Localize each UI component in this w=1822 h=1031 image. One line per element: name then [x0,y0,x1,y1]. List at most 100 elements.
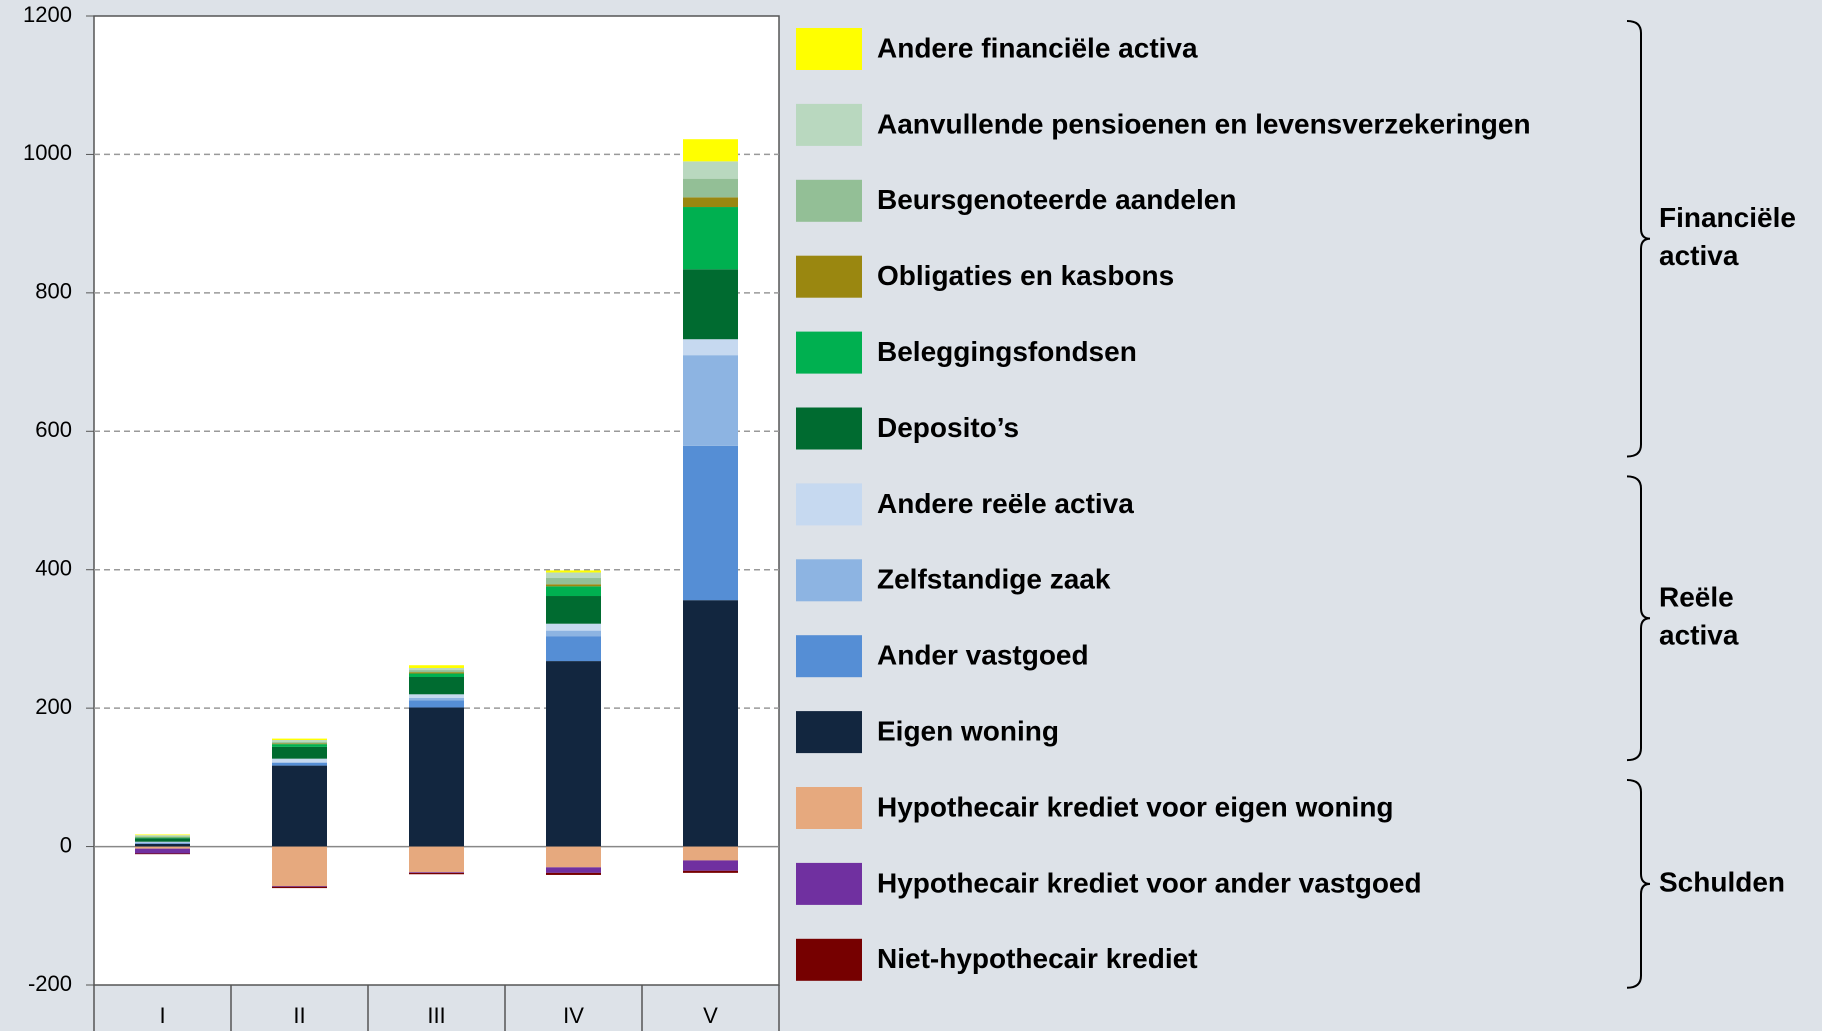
y-tick-label: 800 [35,279,72,304]
y-tick-label: 400 [35,556,72,581]
bar-segment [272,743,327,745]
bar-segment [546,570,601,573]
bar-segment [272,738,327,740]
bar-segment [546,572,601,579]
legend-swatch [796,331,862,374]
bar-segment [409,694,464,698]
legend-label: Beleggingsfondsen [877,336,1137,367]
legend-label: Aanvullende pensioenen en levensverzeker… [877,108,1531,139]
group-label: Schulden [1659,866,1785,897]
bar-segment [135,837,190,839]
bar-segment [683,445,738,601]
bar-segment [409,665,464,668]
bar-segment [272,765,327,847]
x-tick-label: III [427,1003,445,1028]
legend-label: Hypothecair krediet voor eigen woning [877,791,1394,822]
bar-segment [135,838,190,842]
bar-segment [272,742,327,744]
legend-swatch [796,103,862,146]
bar-segment [135,842,190,844]
legend-swatch [796,711,862,754]
bar-segment [135,843,190,847]
bar-segment [135,835,190,837]
y-tick-label: 600 [35,417,72,442]
bar-segment [135,846,190,849]
bar-segment [409,846,464,873]
bar-segment [546,584,601,587]
bar-segment [546,846,601,868]
bar-segment [409,872,464,875]
bar-segment [409,672,464,674]
bar-segment [683,269,738,340]
bar-segment [135,853,190,855]
bar-segment [272,739,327,743]
legend-swatch [796,862,862,905]
bar-segment [546,661,601,847]
bar-segment [546,586,601,597]
legend-swatch [796,179,862,222]
bar-segment [135,848,190,854]
legend-label: Beursgenoteerde aandelen [877,184,1236,215]
bar-segment [546,872,601,875]
legend-swatch [796,559,862,602]
bar-segment [409,707,464,847]
legend-swatch [796,28,862,70]
bar-segment [683,139,738,162]
bar-segment [409,872,464,873]
bar-segment [683,870,738,873]
bar-segment [272,746,327,759]
group-bracket [1626,779,1651,989]
x-tick-label: I [159,1003,165,1028]
group-bracket [1626,20,1651,458]
bar-segment [683,178,738,198]
group-label: activa [1659,620,1739,651]
y-tick-label: 200 [35,694,72,719]
legend-swatch [796,635,862,678]
legend-label: Hypothecair krediet voor ander vastgoed [877,867,1422,898]
bar-segment [272,886,327,889]
legend-label: Zelfstandige zaak [877,564,1111,595]
bar-segment [409,697,464,701]
bar-segment [546,636,601,662]
bar-segment [683,339,738,356]
bar-segment [683,197,738,208]
group-label: Reële [1659,582,1734,613]
bar-segment [135,834,190,836]
bar-segment [409,676,464,695]
bar-segment [409,670,464,673]
legend-label: Ander vastgoed [877,640,1089,671]
bar-segment [683,860,738,871]
legend-swatch [796,483,862,526]
legend-label: Deposito’s [877,412,1019,443]
group-bracket [1626,475,1651,762]
bar-segment [683,161,738,179]
y-tick-label: 1200 [23,2,72,27]
bar-segment [546,867,601,873]
bar-segment [546,578,601,585]
y-tick-label: 0 [60,832,72,857]
bar-segment [409,673,464,677]
x-tick-label: V [703,1003,718,1028]
legend-swatch [796,938,862,981]
bar-segment [683,207,738,270]
bar-segment [272,758,327,763]
bar-segment [546,596,601,624]
bar-segment [135,843,190,844]
legend-label: Andere financiële activa [877,32,1198,63]
x-tick-label: IV [563,1003,584,1028]
legend-label: Eigen woning [877,715,1059,746]
bar-segment [135,836,190,838]
y-tick-label: -200 [28,971,72,996]
bar-segment [683,846,738,861]
bar-segment [135,841,190,843]
legend-swatch [796,407,862,450]
group-label: activa [1659,240,1739,271]
x-tick-label: II [293,1003,305,1028]
legend-label: Andere reële activa [877,488,1134,519]
bar-segment [409,667,464,671]
bar-segment [272,762,327,766]
bar-segment [272,762,327,763]
bar-segment [683,355,738,446]
